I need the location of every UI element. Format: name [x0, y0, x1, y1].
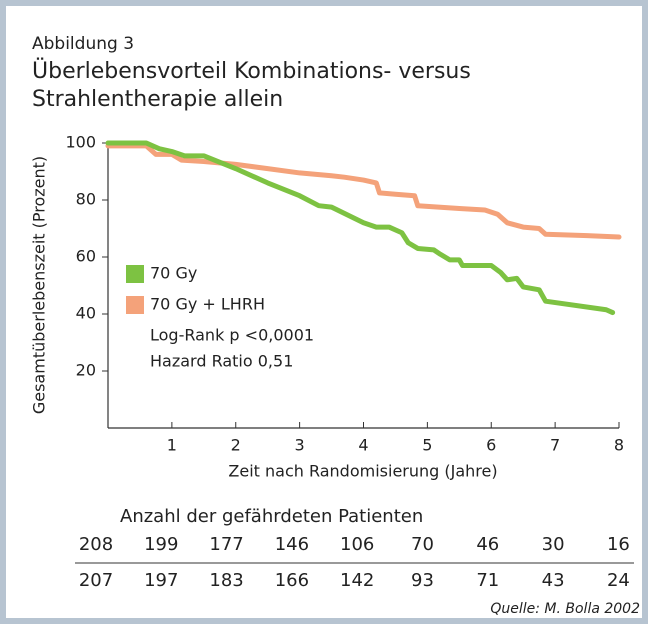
- table-cell: 93: [411, 570, 434, 591]
- title-line: Strahlentherapie allein: [32, 87, 283, 112]
- series-line: [105, 140, 616, 316]
- figure-label: Abbildung 3: [32, 34, 134, 54]
- y-axis-label: Gesamtüberlebenszeit (Prozent): [30, 156, 49, 414]
- table-cell: 43: [542, 570, 565, 591]
- annotation: Hazard Ratio 0,51: [150, 352, 293, 371]
- table-cell: 106: [340, 534, 374, 555]
- legend-label: 70 Gy + LHRH: [150, 295, 265, 314]
- x-axis-label: Zeit nach Randomisierung (Jahre): [228, 462, 497, 481]
- table-cell: 142: [340, 570, 374, 591]
- table-cell: 46: [476, 534, 499, 555]
- legend-swatch: [126, 296, 144, 314]
- series-line: [105, 143, 622, 240]
- table-cell: 207: [79, 570, 113, 591]
- legend-label: 70 Gy: [150, 264, 197, 283]
- x-tick-label: 5: [422, 436, 432, 455]
- y-tick-label: 20: [76, 361, 96, 380]
- table-cell: 30: [542, 534, 565, 555]
- table-title: Anzahl der gefährdeten Patienten: [120, 506, 423, 527]
- table-cell: 177: [209, 534, 243, 555]
- y-tick-label: 40: [76, 304, 96, 323]
- title-line: Überlebensvorteil Kombinations- versus: [32, 58, 471, 84]
- chart-title: Überlebensvorteil Kombinations- versus St…: [32, 58, 471, 112]
- x-tick-label: 6: [486, 436, 496, 455]
- table-cell: 183: [209, 570, 243, 591]
- table-cell: 71: [476, 570, 499, 591]
- y-tick-label: 100: [65, 133, 96, 152]
- table-cell: 199: [144, 534, 178, 555]
- y-tick-label: 60: [76, 247, 96, 266]
- table-cell: 166: [275, 570, 309, 591]
- x-tick-label: 4: [358, 436, 368, 455]
- x-tick-label: 3: [295, 436, 305, 455]
- table-cell: 70: [411, 534, 434, 555]
- y-tick-label: 80: [76, 190, 96, 209]
- x-tick-label: 2: [231, 436, 241, 455]
- legend-swatch: [126, 265, 144, 283]
- x-tick-label: 1: [167, 436, 177, 455]
- source: Quelle: M. Bolla 2002: [490, 601, 640, 617]
- annotation: Log-Rank p <0,0001: [150, 326, 314, 345]
- table-cell: 146: [275, 534, 309, 555]
- table-cell: 197: [144, 570, 178, 591]
- x-tick-label: 8: [614, 436, 624, 455]
- table-cell: 16: [607, 534, 630, 555]
- table-cell: 208: [79, 534, 113, 555]
- table-cell: 24: [607, 570, 630, 591]
- x-tick-label: 7: [550, 436, 560, 455]
